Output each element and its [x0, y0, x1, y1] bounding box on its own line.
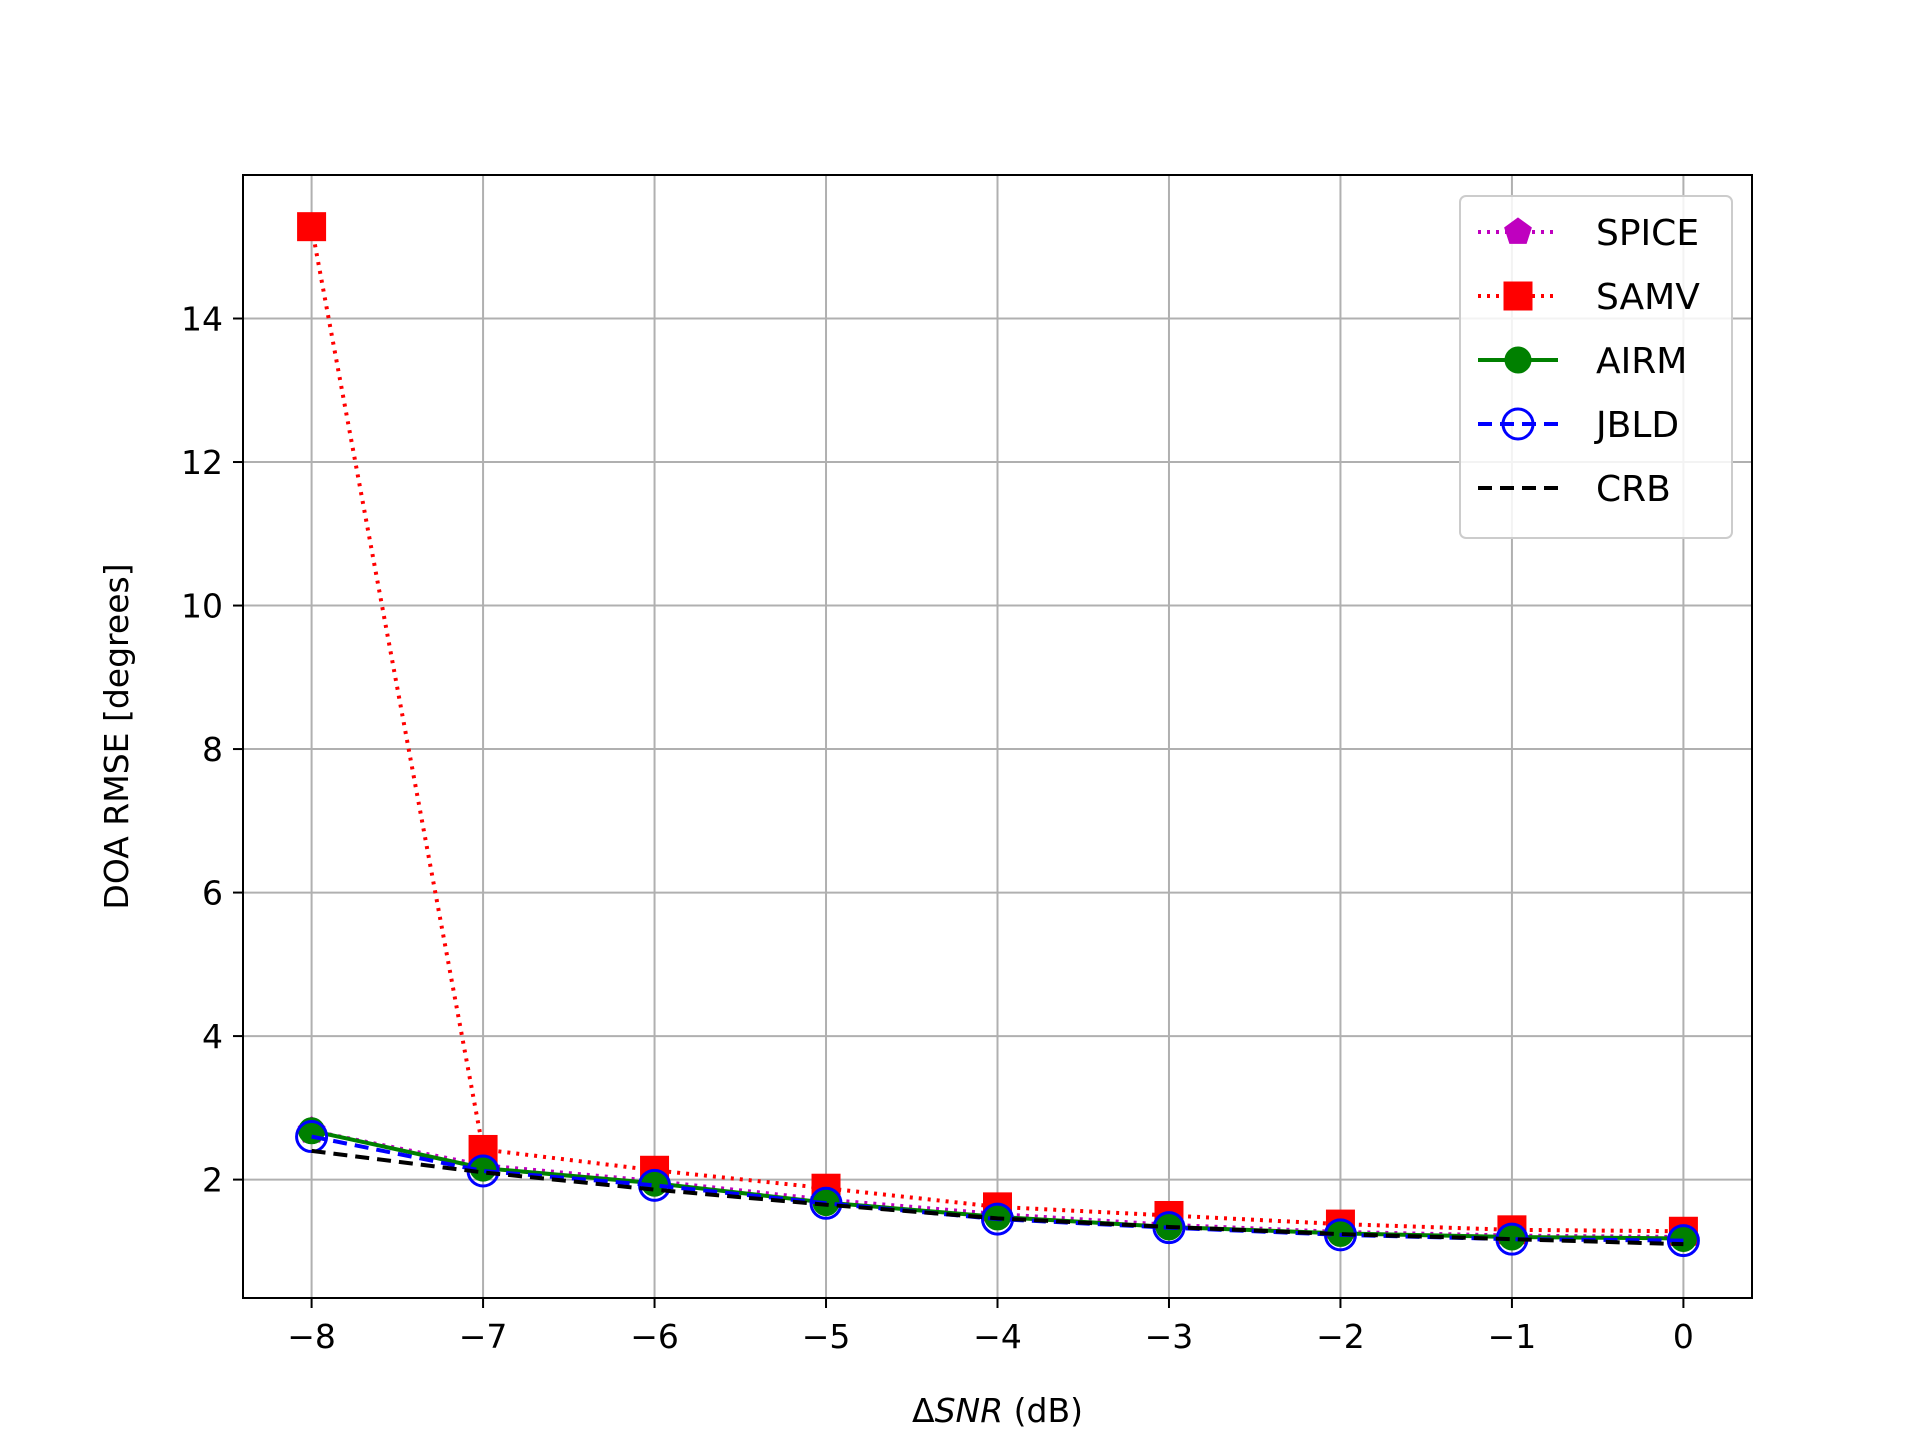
y-tick-label: 6 [202, 874, 223, 913]
legend-marker-samv [1503, 281, 1533, 311]
x-axis-label-prefix: Δ [912, 1391, 935, 1430]
data-point-jbld [809, 1186, 843, 1220]
y-tick-label: 12 [181, 443, 223, 482]
legend-label-crb: CRB [1596, 469, 1671, 510]
legend-item-samv: SAMV [1478, 277, 1700, 318]
legend-marker-spice [1504, 217, 1532, 244]
legend-label-spice: SPICE [1596, 213, 1699, 254]
x-axis-label-variable: SNR [935, 1391, 1004, 1430]
legend-marker-airm [1504, 346, 1532, 374]
grid [243, 175, 1752, 1298]
series-lines [295, 212, 1700, 1258]
y-tick-label: 4 [202, 1017, 223, 1056]
legend-item-crb: CRB [1478, 469, 1671, 510]
x-axis-label: ΔSNR (dB) [912, 1391, 1083, 1430]
x-tick-label: −1 [1488, 1317, 1537, 1356]
x-tick-label: 0 [1673, 1317, 1694, 1356]
x-tick-label: −6 [630, 1317, 679, 1356]
y-tick-label: 2 [202, 1161, 223, 1200]
y-axis-label: DOA RMSE [degrees] [97, 563, 136, 909]
data-point-jbld [1666, 1224, 1700, 1258]
legend: SPICE SAMV AIRM JBLD CRB [1459, 195, 1733, 539]
legend-item-jbld: JBLD [1478, 405, 1679, 446]
legend-item-airm: AIRM [1478, 341, 1687, 382]
legend-label-airm: AIRM [1596, 341, 1687, 382]
data-point-jbld [638, 1168, 672, 1202]
y-tick-label: 10 [181, 587, 223, 626]
x-tick-label: −2 [1316, 1317, 1365, 1356]
y-tick-label: 8 [202, 730, 223, 769]
x-tick-label: −3 [1145, 1317, 1194, 1356]
axis-ticks: −8 −7 −6 −5 −4 −3 −2 −1 0 2 4 6 8 10 12 14 [181, 300, 1694, 1356]
legend-label-samv: SAMV [1596, 277, 1700, 318]
x-tick-label: −5 [802, 1317, 851, 1356]
x-tick-label: −7 [459, 1317, 508, 1356]
series-line-crb [311, 1148, 1684, 1247]
data-point-samv [297, 212, 327, 242]
legend-marker-jbld [1501, 407, 1535, 441]
y-tick-label: 14 [181, 300, 223, 339]
legend-item-spice: SPICE [1478, 213, 1699, 254]
x-tick-label: −4 [973, 1317, 1022, 1356]
legend-label-jbld: JBLD [1594, 405, 1679, 446]
x-axis-label-unit: (dB) [1003, 1391, 1083, 1430]
series-crb [311, 1148, 1684, 1247]
x-tick-label: −8 [287, 1317, 336, 1356]
